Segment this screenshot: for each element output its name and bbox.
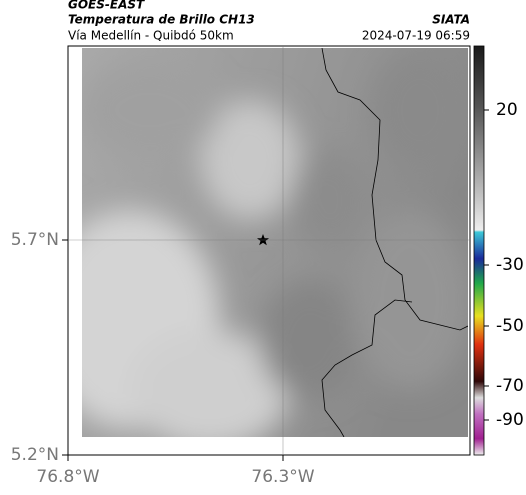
satellite: GOES-EAST [68,0,145,12]
location-marker [257,234,269,246]
region: Vía Medellín - Quibdó 50km [68,29,234,43]
lon-tick-label: 76.8°W [36,467,99,487]
product: Temperatura de Brillo CH13 [68,13,255,27]
lon-tick-label: 76.3°W [251,467,314,487]
colorbar-tick-label: 20 [496,100,518,120]
satellite-image [82,48,468,437]
colorbar-tick-label: -90 [496,410,524,430]
colorbar [473,45,485,456]
source: SIATA [432,13,470,27]
lat-tick-label: 5.2°N [11,445,59,465]
lat-tick-label: 5.7°N [11,230,59,250]
colorbar-tick-label: -70 [496,376,524,396]
colorbar-tick-label: -30 [496,255,524,275]
datetime: 2024-07-19 06:59 [362,29,470,43]
colorbar-tick-label: -50 [496,316,524,336]
map-frame [67,45,471,456]
